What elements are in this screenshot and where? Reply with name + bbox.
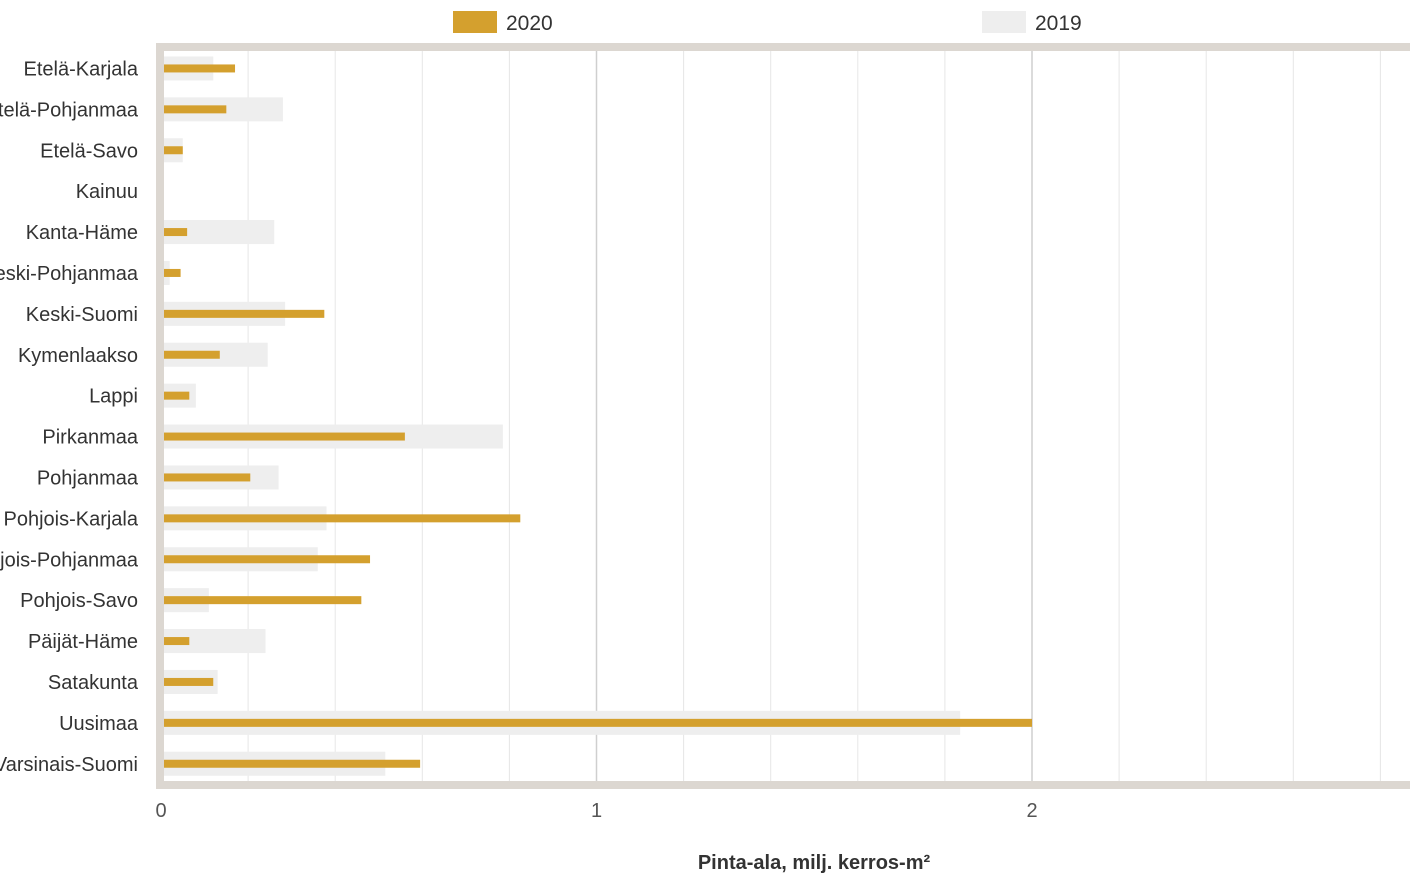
category-label: Pohjois-Savo [20,590,138,612]
bar-2020-uusimaa [161,718,1032,727]
bar-2020-etelä-savo [161,146,183,155]
legend-label-2020: 2020 [506,12,553,35]
bar-2020-pohjanmaa [161,473,251,482]
category-label: Varsinais-Suomi [0,754,138,776]
category-label: Etelä-Pohjanmaa [0,99,139,121]
x-tick-label: 2 [1026,800,1037,822]
legend-label-2019: 2019 [1035,12,1082,35]
bar-2020-pirkanmaa [161,432,405,441]
legend: 2020 2019 [453,11,1082,35]
plot-frame [156,43,1410,789]
bar-2020-kymenlaakso [161,350,220,359]
grid-lines [247,48,1381,784]
category-labels: Etelä-Karjala Etelä-Pohjanmaa Etelä-Savo Ka… [0,58,139,775]
bar-2020-päijät-häme [161,637,190,646]
bar-2020-keski-pohjanmaa [161,268,181,277]
bar-2020-etelä-pohjanmaa [161,105,227,114]
series-2019-bars [161,56,961,776]
category-label: Kanta-Häme [26,222,138,244]
x-tick-labels: 0 1 2 [155,800,1037,822]
bar-2020-satakunta [161,677,214,686]
series-2020-bars [161,64,1032,768]
category-label: Etelä-Savo [40,140,138,162]
category-label: Keski-Suomi [26,304,138,326]
category-label: Pohjanmaa [37,467,139,489]
legend-swatch-2020 [453,11,497,33]
bar-2020-keski-suomi [161,309,325,318]
bar-2020-pohjois-savo [161,596,362,605]
bar-2020-varsinais-suomi [161,759,421,768]
category-label: Kainuu [76,181,138,203]
x-tick-label: 1 [591,800,602,822]
bar-2020-pohjois-karjala [161,514,521,523]
bar-2020-etelä-karjala [161,64,236,73]
plot-left-border [156,43,164,789]
bar-2020-pohjois-pohjanmaa [161,555,371,564]
category-label: Pohjois-Karjala [3,508,138,530]
category-label: Pohjois-Pohjanmaa [0,549,139,571]
category-label: Kymenlaakso [18,345,138,367]
x-axis-title: Pinta-ala, milj. kerros-m² [698,852,931,874]
bar-2020-kanta-häme [161,228,188,237]
legend-swatch-2019 [982,11,1026,33]
x-tick-label: 0 [155,800,166,822]
category-label: Satakunta [48,672,139,694]
category-label: Lappi [89,386,138,408]
bar-2020-lappi [161,391,190,400]
plot-top-border [156,43,1410,51]
category-label: Uusimaa [59,713,139,735]
category-label: Keski-Pohjanmaa [0,263,139,285]
plot-bottom-border [156,781,1410,789]
category-label: Päijät-Häme [28,631,138,653]
category-label: Pirkanmaa [42,427,138,449]
category-label: Etelä-Karjala [23,58,138,80]
